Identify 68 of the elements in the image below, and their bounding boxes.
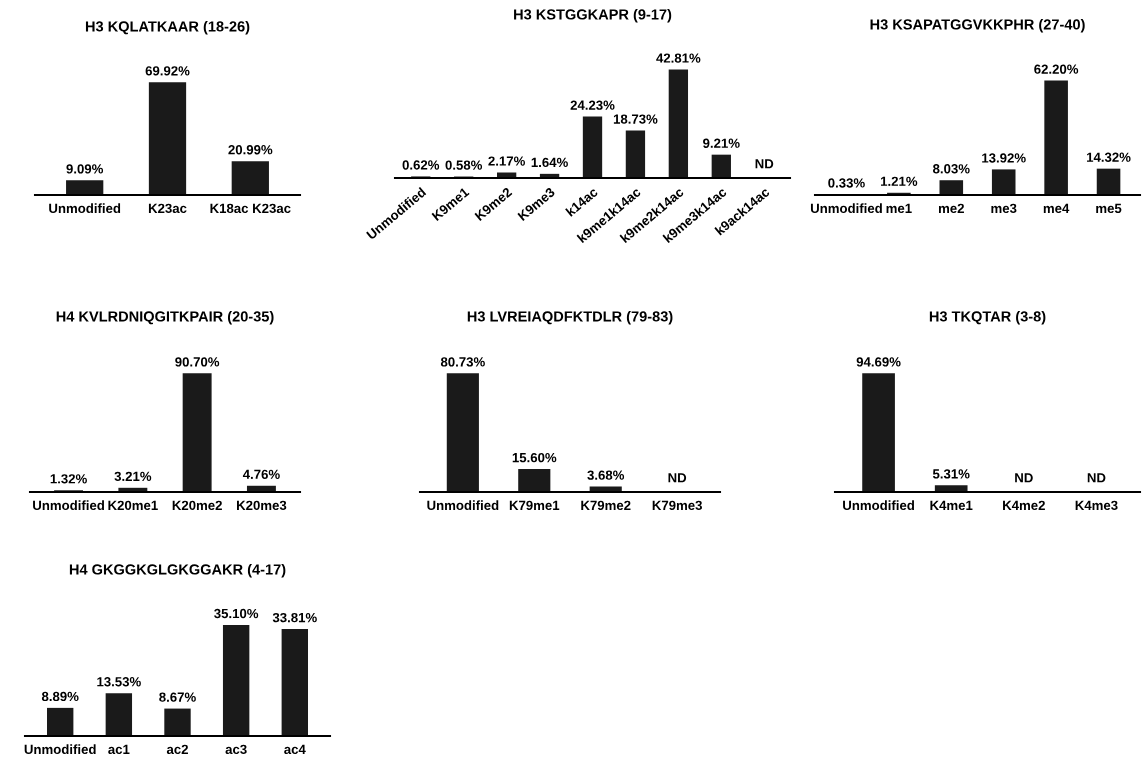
data-label: 0.58% [445,160,483,170]
x-tick-label: K4me2 [1003,500,1045,511]
x-tick-label: me2 [938,203,964,214]
data-label: 1.21% [881,176,918,186]
data-label: 8.89% [41,691,79,702]
data-label: 8.03% [933,164,970,174]
chart-title: H3 KSAPATGGVKKPHR (27-40) [870,18,1085,33]
data-label: 0.62% [402,160,440,170]
chart-title: H3 TKQTAR (3-8) [929,310,1046,325]
x-tick-label: me5 [1096,203,1122,214]
text: ND [1087,473,1106,483]
data-label: 1.32% [50,474,87,484]
x-tick-label: K20me2 [172,500,222,511]
chart-title: H4 GKGGKGLGKGGAKR (4-17) [69,563,286,578]
x-tick-label: K79me1 [509,500,560,511]
x-tick-label: Unmodified [33,500,104,511]
data-label: 20.99% [228,145,273,155]
chart-title: H3 LVREIAQDFKTDLR (79-83) [467,310,673,325]
x-tick-label: K79me3 [652,500,702,511]
data-label: 2.17% [488,156,525,166]
data-label: 8.67% [159,692,196,702]
data-label: 35.10% [214,608,259,619]
x-tick-label: Unmodified [24,744,96,755]
x-tick-label: K20me1 [108,500,158,511]
text: ND [755,159,774,169]
x-tick-label: ac1 [108,744,130,755]
chart-title: H4 KVLRDNIQGITKPAIR (20-35) [56,310,274,325]
x-tick-label: K79me2 [581,500,631,511]
x-tick-label: Unmodified [49,203,121,214]
data-label: 80.73% [440,357,485,367]
x-tick-label: K23ac [148,203,187,214]
x-tick-label: K4me1 [930,500,973,511]
data-label: 9.09% [66,164,104,174]
data-label: 14.32% [1087,152,1131,162]
x-tick-label: me3 [991,203,1017,214]
x-tick-label: ac4 [284,744,306,755]
data-label: 33.81% [272,612,317,623]
x-tick-label: me1 [886,203,912,214]
data-label: 9.21% [703,138,740,148]
data-label: 69.92% [145,66,190,76]
data-label: 1.64% [531,157,568,168]
x-tick-label: ac2 [166,744,188,755]
data-label: 3.68% [587,470,625,480]
x-tick-label: K18ac K23ac [210,203,291,214]
data-label: 13.53% [97,677,141,687]
text: ND [668,473,687,483]
data-label: 15.60% [512,452,557,463]
data-label: 13.92% [982,153,1026,163]
x-tick-label: Unmodified [427,500,499,511]
data-label: 94.69% [856,357,901,367]
data-label: 18.73% [613,114,658,124]
data-label: 5.31% [932,469,970,479]
data-label: 90.70% [175,357,220,367]
data-label: 0.33% [828,178,865,188]
x-tick-label: ac3 [225,744,247,755]
x-tick-label: me4 [1043,203,1070,214]
x-tick-label: K20me3 [237,500,287,511]
chart-title: H3 KSTGGKAPR (9-17) [514,8,672,23]
x-tick-label: Unmodified [843,500,914,511]
data-label: 42.81% [656,53,701,63]
data-label: 62.20% [1034,64,1079,74]
x-tick-label: K4me3 [1075,500,1118,511]
data-label: 4.76% [242,469,280,479]
chart-title: H3 KQLATKAAR (18-26) [85,20,250,35]
text: ND [1015,473,1033,483]
data-label: 3.21% [114,471,152,482]
x-tick-label: Unmodified [810,203,882,214]
data-label: 24.23% [570,100,615,110]
